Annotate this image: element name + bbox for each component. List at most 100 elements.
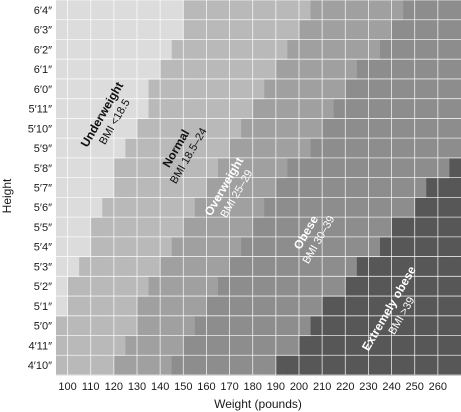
bmi-cell: [79, 138, 92, 159]
bmi-cell: [356, 0, 370, 21]
bmi-cell: [368, 315, 381, 337]
bmi-cell: [206, 335, 219, 356]
bmi-cell: [275, 177, 289, 198]
bmi-cell: [218, 197, 231, 218]
bmi-cell: [333, 197, 346, 218]
bmi-cell: [148, 276, 161, 297]
bmi-cell: [160, 256, 173, 277]
bmi-cell: [310, 197, 323, 218]
bmi-cell: [160, 118, 173, 139]
bmi-cell: [333, 217, 346, 238]
bmi-cell: [380, 217, 393, 238]
bmi-cell: [102, 118, 115, 139]
bmi-cell: [368, 177, 381, 198]
bmi-cell: [264, 276, 277, 297]
bmi-cell: [368, 335, 381, 356]
bmi-cell: [102, 98, 115, 120]
bmi-cell: [102, 197, 115, 218]
bmi-cell: [229, 177, 242, 198]
bmi-cell: [67, 256, 80, 277]
bmi-cell: [56, 335, 69, 356]
bmi-cell: [437, 39, 451, 60]
bmi-cell: [113, 177, 127, 198]
bmi-cell: [137, 355, 150, 376]
bmi-cell: [287, 256, 300, 277]
bmi-cell: [380, 315, 393, 337]
bmi-cell: [275, 118, 289, 139]
bmi-cell: [241, 98, 254, 120]
bmi-cell: [125, 39, 138, 60]
bmi-cell: [183, 0, 196, 21]
bmi-cell: [391, 59, 404, 80]
bmi-cell: [403, 157, 416, 179]
bmi-cell: [137, 296, 150, 317]
bmi-cell: [183, 59, 196, 80]
x-tick-label: 110: [82, 381, 100, 393]
bmi-cell: [218, 355, 231, 376]
bmi-cell: [414, 177, 427, 198]
bmi-cell: [426, 157, 439, 179]
bmi-cell: [102, 315, 115, 337]
bmi-cell: [67, 39, 80, 60]
x-tick-label: 180: [244, 381, 262, 393]
y-tick-label: 5′6″: [34, 202, 52, 214]
bmi-cell: [264, 296, 277, 317]
grid-lines: [56, 0, 461, 376]
bmi-cell: [287, 276, 300, 297]
bmi-cell: [437, 355, 451, 376]
bmi-cell: [264, 39, 277, 60]
bmi-cell: [90, 217, 103, 238]
bmi-cell: [437, 217, 451, 238]
x-tick-label: 260: [429, 381, 447, 393]
bmi-cell: [67, 78, 80, 100]
bmi-cell: [148, 296, 161, 317]
bmi-cell: [241, 39, 254, 60]
bmi-cell: [345, 98, 358, 120]
bmi-cell: [310, 78, 323, 100]
bmi-cell: [229, 19, 242, 41]
bmi-cell: [194, 19, 208, 41]
bmi-cell: [380, 138, 393, 159]
bmi-cell: [125, 138, 138, 159]
y-tick-label: 6′3″: [34, 25, 52, 37]
bmi-cell: [137, 138, 150, 159]
bmi-cell: [67, 335, 80, 356]
x-tick-label: 150: [174, 381, 192, 393]
bmi-cell: [171, 315, 184, 337]
bmi-cell: [403, 236, 416, 258]
bmi-cell: [449, 177, 461, 198]
bmi-cell: [241, 276, 254, 297]
bmi-cell: [414, 39, 427, 60]
bmi-cell: [194, 335, 208, 356]
bmi-cell: [449, 296, 461, 317]
bmi-cell: [345, 355, 358, 376]
bmi-cell: [414, 98, 427, 120]
bmi-cell: [252, 138, 265, 159]
bmi-cell: [218, 0, 231, 21]
bmi-cell: [183, 236, 196, 258]
bmi-cell: [322, 236, 335, 258]
bmi-cell: [125, 177, 138, 198]
bmi-cell: [426, 197, 439, 218]
bmi-cell: [125, 335, 138, 356]
bmi-cell: [229, 98, 242, 120]
bmi-cell: [125, 296, 138, 317]
bmi-cell: [414, 138, 427, 159]
bmi-cell: [449, 335, 461, 356]
bmi-cell: [437, 335, 451, 356]
bmi-cell: [333, 59, 346, 80]
bmi-cell: [437, 296, 451, 317]
bmi-cell: [206, 0, 219, 21]
bmi-cell: [113, 335, 127, 356]
bmi-cell: [426, 256, 439, 277]
bmi-cell: [206, 197, 219, 218]
bmi-cell: [345, 138, 358, 159]
bmi-cell: [345, 177, 358, 198]
bmi-cell: [113, 0, 127, 21]
bmi-cell: [287, 98, 300, 120]
bmi-cell: [229, 0, 242, 21]
bmi-cell: [449, 138, 461, 159]
bmi-cell: [368, 296, 381, 317]
bmi-cell: [356, 236, 370, 258]
bmi-cell: [310, 276, 323, 297]
